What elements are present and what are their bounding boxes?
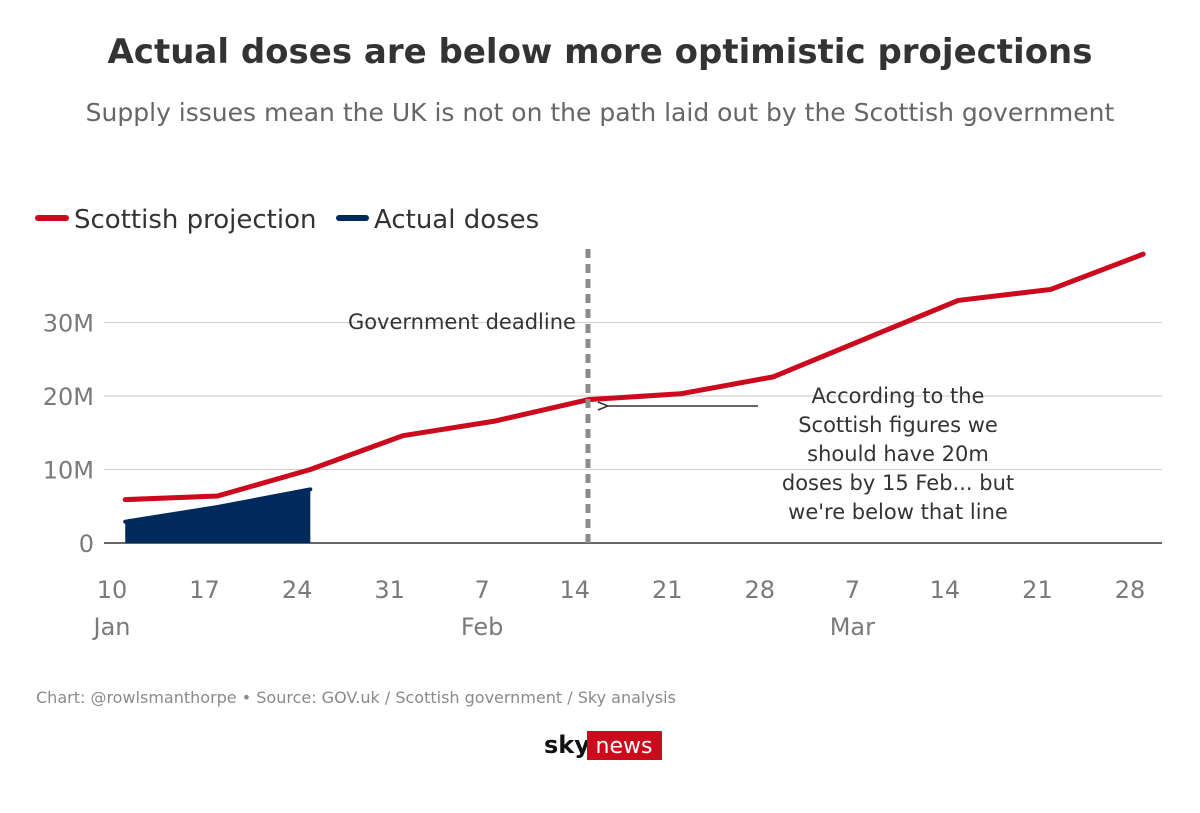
y-axis: 0 10M 20M 30M (43, 310, 94, 559)
source-note: Chart: @rowlsmanthorpe • Source: GOV.uk … (36, 688, 676, 707)
x-tick-label: 21 (1022, 576, 1053, 604)
y-tick-label: 10M (43, 457, 94, 485)
annotation-text-line: doses by 15 Feb... but (782, 471, 1014, 495)
x-axis: 10 Jan 17 24 31 7 Feb 14 21 28 7 Mar 14 21 28 (92, 576, 1146, 641)
x-tick-label: 28 (1115, 576, 1146, 604)
x-tick-label: 28 (745, 576, 776, 604)
legend-label-scottish-projection: Scottish projection (74, 205, 316, 235)
sky-news-logo: sky news (544, 731, 662, 760)
series-scottish-projection-line (122, 251, 1146, 503)
y-tick-label: 20M (43, 383, 94, 411)
x-month-label: Mar (830, 613, 875, 641)
x-tick-label: 17 (189, 576, 220, 604)
legend-label-actual-doses: Actual doses (374, 205, 539, 235)
x-month-label: Feb (461, 613, 504, 641)
x-tick-label: 24 (282, 576, 313, 604)
x-tick-label: 7 (475, 576, 490, 604)
chart-subtitle: Supply issues mean the UK is not on the … (86, 98, 1115, 127)
logo-news-text: news (596, 734, 653, 759)
legend: Scottish projection Actual doses (35, 205, 539, 235)
x-tick-label: 31 (374, 576, 405, 604)
annotation-layer: Government deadline According to the Scott… (348, 249, 1014, 543)
chart-title: Actual doses are below more optimistic p… (107, 32, 1092, 72)
series-actual-doses-area (125, 489, 311, 543)
logo-sky-text: sky (544, 731, 590, 759)
y-tick-label: 30M (43, 310, 94, 338)
x-tick-label: 21 (652, 576, 683, 604)
x-tick-label: 14 (930, 576, 961, 604)
x-tick-label: 14 (559, 576, 590, 604)
y-tick-label: 0 (79, 530, 94, 558)
annotation-text-line: Scottish figures we (798, 413, 998, 437)
x-month-label: Jan (92, 613, 131, 641)
government-deadline-label: Government deadline (348, 310, 576, 334)
x-tick-label: 7 (845, 576, 860, 604)
annotation-text-line: we're below that line (788, 500, 1008, 524)
annotation-text-line: According to the (812, 384, 985, 408)
series-actual-doses-line (123, 487, 313, 524)
annotation-text-line: should have 20m (807, 442, 989, 466)
x-tick-label: 10 (97, 576, 128, 604)
logo-news-box (587, 731, 662, 760)
series-layer (122, 251, 1146, 543)
